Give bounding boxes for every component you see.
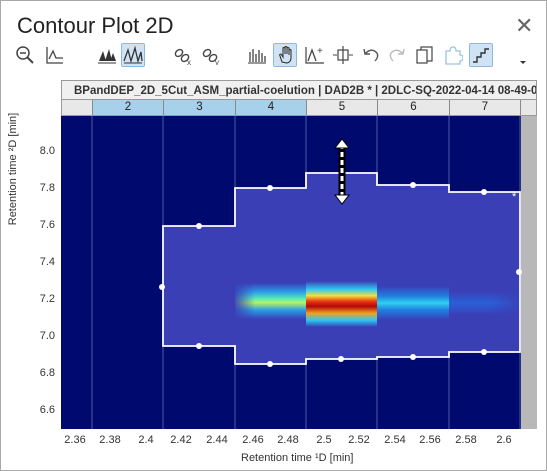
contour-plot-area[interactable]: *	[61, 116, 537, 429]
peak-cut-5	[306, 281, 377, 327]
redo-icon[interactable]	[385, 43, 409, 67]
undo-icon[interactable]	[359, 43, 383, 67]
cut-label[interactable]: 7	[450, 100, 521, 115]
copy-icon[interactable]	[413, 43, 437, 67]
handle-points	[159, 182, 522, 367]
toolbar: x y +	[13, 43, 533, 69]
cut-label[interactable]	[62, 100, 93, 115]
svg-text:x: x	[187, 58, 191, 65]
add-peak-icon[interactable]: +	[303, 43, 327, 67]
cut-bar: 2 3 4 5 6 7	[61, 100, 537, 116]
peak-baseline-icon[interactable]	[43, 43, 67, 67]
peaks-icon[interactable]	[95, 43, 119, 67]
hand-pan-icon[interactable]	[273, 43, 297, 67]
y-tick: 6.6	[39, 404, 55, 416]
cut-label[interactable]: 6	[378, 100, 450, 115]
region-outline	[162, 172, 521, 365]
zoom-out-icon[interactable]	[13, 43, 37, 67]
y-tick: 8.0	[39, 145, 55, 157]
x-tick: 2.5	[316, 434, 332, 446]
cut-label[interactable]	[521, 100, 537, 115]
x-tick: 2.52	[348, 434, 370, 446]
x-tick: 2.38	[99, 434, 121, 446]
puzzle-icon[interactable]	[441, 43, 465, 67]
x-tick: 2.58	[455, 434, 477, 446]
x-tick: 2.46	[242, 434, 264, 446]
split-icon[interactable]	[331, 43, 355, 67]
x-tick: 2.54	[384, 434, 406, 446]
y-tick: 7.8	[39, 182, 55, 194]
x-tick: 2.48	[277, 434, 299, 446]
close-icon[interactable]: ✕	[515, 13, 534, 38]
peak-cut-6	[377, 286, 449, 320]
x-tick: 2.44	[206, 434, 228, 446]
x-axis-label: Retention time ¹D [min]	[241, 452, 354, 464]
x-tick: 2.6	[496, 434, 512, 446]
annotation-star: *	[512, 191, 517, 203]
y-tick: 7.0	[39, 330, 55, 342]
data-source-header: BPandDEP_2D_5Cut_ASM_partial-coelution |…	[61, 80, 537, 100]
unlink-x-icon[interactable]: x	[171, 43, 195, 67]
peaks-outline-icon[interactable]	[121, 43, 145, 67]
y-tick: 6.8	[39, 367, 55, 379]
x-tick: 2.56	[419, 434, 441, 446]
x-tick: 2.42	[170, 434, 192, 446]
x-tick: 2.36	[64, 434, 86, 446]
x-tick: 2.4	[138, 434, 154, 446]
cut-label[interactable]: 3	[164, 100, 236, 115]
window-title: Contour Plot 2D	[17, 13, 174, 38]
cut-label[interactable]: 2	[93, 100, 164, 115]
y-tick: 7.6	[39, 219, 55, 231]
step-icon[interactable]	[469, 43, 493, 67]
svg-text:+: +	[317, 46, 323, 57]
y-axis-label: Retention time ²D [min]	[7, 112, 19, 226]
y-tick: 7.4	[39, 256, 55, 268]
blend-4	[235, 281, 255, 321]
svg-text:y: y	[215, 58, 219, 65]
cut-label[interactable]: 4	[236, 100, 307, 115]
resize-cursor-icon	[333, 138, 351, 205]
unlink-y-icon[interactable]: y	[199, 43, 223, 67]
right-margin-strip	[521, 116, 537, 429]
cut-label[interactable]: 5	[307, 100, 378, 115]
dropdown-icon[interactable]	[511, 43, 535, 67]
blend-7	[491, 286, 520, 320]
spectrum-icon[interactable]	[245, 43, 269, 67]
y-tick: 7.2	[39, 293, 55, 305]
